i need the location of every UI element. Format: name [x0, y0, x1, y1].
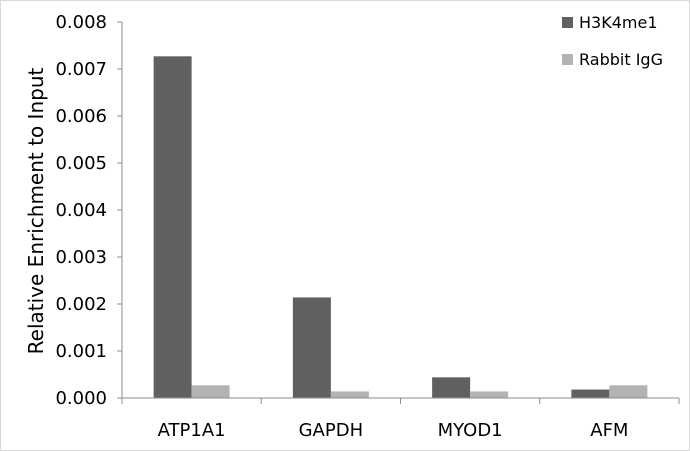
legend: H3K4me1 Rabbit IgG: [562, 13, 663, 69]
bar-rabbit-igg-gapdh: [330, 391, 369, 398]
y-tick-label: 0.001: [55, 341, 107, 362]
legend-label: H3K4me1: [579, 13, 658, 32]
legend-swatch: [562, 17, 573, 28]
legend-swatch: [562, 54, 573, 65]
y-tick-label: 0.004: [55, 200, 107, 221]
bar-h3k4me1-atp1a1: [153, 56, 192, 399]
bar-h3k4me1-gapdh: [292, 297, 331, 398]
x-axis-ticks: [121, 398, 680, 404]
x-category-label: ATP1A1: [158, 420, 226, 441]
bars: [153, 56, 648, 399]
y-tick-label: 0.006: [55, 106, 107, 127]
y-tick-label: 0.002: [55, 294, 107, 315]
bar-rabbit-igg-afm: [609, 385, 648, 398]
y-tick-label: 0.000: [55, 388, 107, 409]
y-axis-ticks: 0.000 0.001 0.002 0.003 0.004 0.005 0.006 0.007…: [55, 12, 122, 409]
x-category-label: MYOD1: [438, 420, 503, 441]
y-tick-label: 0.003: [55, 247, 107, 268]
bar-h3k4me1-myod1: [432, 377, 471, 398]
y-tick-label: 0.005: [55, 153, 107, 174]
bar-rabbit-igg-myod1: [470, 391, 509, 398]
y-tick-label: 0.008: [55, 12, 107, 33]
x-axis-labels: ATP1A1 GAPDH MYOD1 AFM: [158, 420, 629, 441]
x-category-label: GAPDH: [299, 420, 364, 441]
legend-label: Rabbit IgG: [579, 50, 663, 69]
y-tick-label: 0.007: [55, 59, 107, 80]
bar-rabbit-igg-atp1a1: [191, 385, 230, 398]
bar-h3k4me1-afm: [571, 389, 610, 398]
x-category-label: AFM: [590, 420, 628, 441]
y-axis-label: Relative Enrichment to Input: [24, 68, 48, 355]
